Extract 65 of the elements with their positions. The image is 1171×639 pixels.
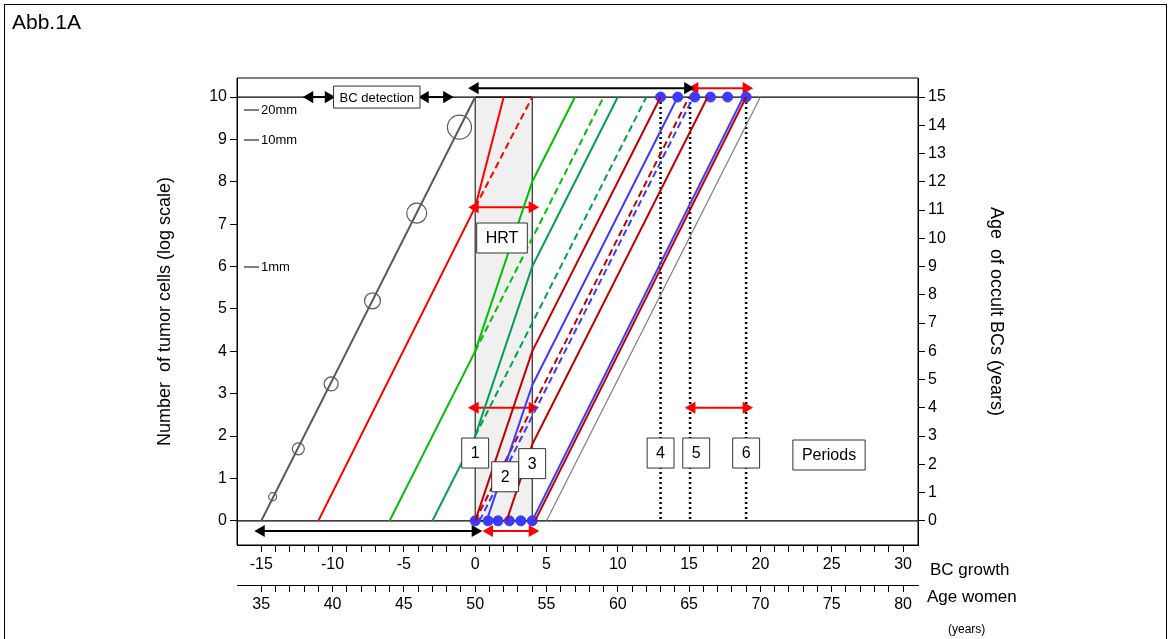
text: Abb.1A — [12, 10, 81, 34]
y2-tick-label: 0 — [928, 511, 937, 529]
y-tick-label: 10 — [209, 87, 228, 105]
annotation: 1mm — [261, 258, 290, 274]
annotation: 5 — [691, 444, 701, 462]
y2-tick-label: 4 — [928, 398, 937, 416]
x-tick-label: 25 — [822, 555, 841, 573]
y2-axis-title: Age of occult BCs (years) — [987, 206, 1008, 417]
y-tick-label: 4 — [218, 341, 228, 359]
y2-tick-label: 11 — [928, 200, 945, 218]
annotation: Periods — [801, 446, 857, 464]
x-tick-label: 30 — [894, 555, 913, 573]
y2-tick-label: 6 — [928, 341, 937, 359]
x2-tick-label: 40 — [323, 595, 342, 613]
x2-tick-label: 60 — [608, 595, 627, 613]
y2-tick-label: 5 — [928, 369, 937, 387]
x-axis-title: BC growth — [930, 559, 1010, 579]
y2-tick-label: 13 — [928, 143, 946, 161]
x2-tick-label: 50 — [466, 595, 485, 613]
y-axis-title: Number of tumor cells (log scale) — [153, 176, 174, 447]
x2-tick-label: 55 — [537, 595, 556, 613]
y-tick-label: 8 — [218, 172, 228, 190]
x-tick-label: 0 — [470, 555, 480, 573]
annotation: BC detection — [339, 89, 414, 105]
text: (years) — [948, 622, 986, 637]
y2-tick-label: 3 — [928, 426, 937, 444]
y-tick-label: 9 — [218, 129, 228, 147]
annotation: 3 — [527, 455, 537, 473]
x2-tick-label: 75 — [822, 595, 841, 613]
y-tick-label: 2 — [218, 426, 228, 444]
x2-tick-label: 45 — [394, 595, 413, 613]
y-tick-label: 0 — [218, 511, 228, 529]
x-tick-label: 10 — [608, 555, 627, 573]
y-tick-label: 3 — [218, 384, 228, 402]
y2-tick-label: 14 — [928, 115, 946, 133]
x-tick-label: -5 — [396, 555, 412, 573]
annotation: 6 — [741, 444, 751, 462]
x2-tick-label: 35 — [252, 595, 271, 613]
annotation: 1 — [470, 444, 480, 462]
annotation: HRT — [485, 229, 519, 247]
x-tick-label: -10 — [320, 555, 345, 573]
x2-tick-label: 65 — [680, 595, 699, 613]
y2-tick-label: 10 — [928, 228, 946, 246]
y-tick-label: 7 — [218, 214, 228, 232]
x2-axis-title: Age women — [927, 586, 1017, 606]
x2-tick-label: 80 — [894, 595, 913, 613]
annotation: 10mm — [261, 131, 298, 147]
y2-tick-label: 1 — [928, 483, 937, 500]
annotation: 4 — [656, 444, 666, 462]
x-tick-label: 15 — [680, 555, 699, 573]
y-tick-label: 1 — [218, 468, 228, 486]
x-tick-label: 20 — [751, 555, 770, 573]
y-tick-label: 5 — [218, 299, 228, 317]
y2-tick-label: 2 — [928, 454, 937, 472]
x-tick-label: 5 — [542, 555, 552, 573]
y-tick-label: 6 — [218, 256, 228, 274]
x2-tick-label: 70 — [751, 595, 770, 613]
annotation: 2 — [500, 468, 510, 486]
y2-tick-label: 7 — [928, 313, 937, 331]
y2-tick-label: 8 — [928, 285, 937, 303]
x-tick-label: -15 — [249, 555, 273, 573]
y2-tick-label: 9 — [928, 256, 937, 274]
y2-tick-label: 15 — [928, 87, 946, 105]
annotation: 20mm — [261, 101, 298, 117]
y2-tick-label: 12 — [928, 172, 946, 190]
